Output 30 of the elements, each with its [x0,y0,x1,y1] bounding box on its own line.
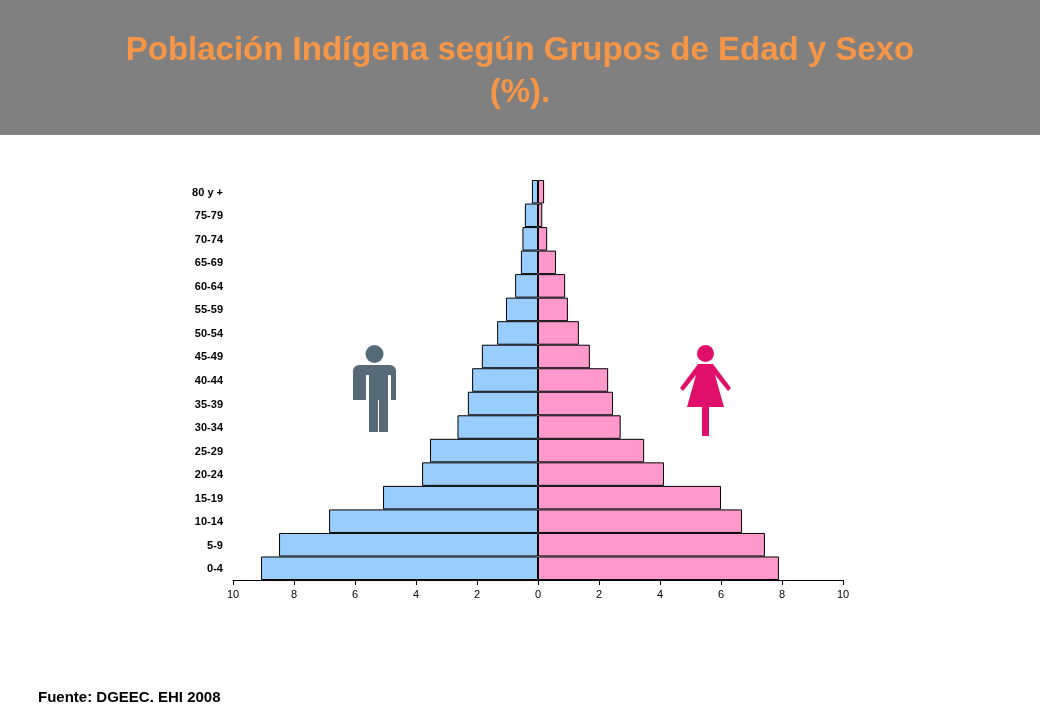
y-tick-label: 25-29 [194,444,223,457]
chart-title: Población Indígena según Grupos de Edad y Sexo (%). [124,29,916,111]
y-tick-label: 75-79 [194,209,223,222]
y-tick-label: 35-39 [194,397,223,410]
x-tick-label: 2 [595,587,603,600]
x-tick-label: 6 [351,587,359,600]
x-tick-label: 10 [226,587,240,600]
y-tick-label: 65-69 [194,256,223,269]
source-note: Fuente: DGEEC. EHI 2008 [38,688,221,705]
y-tick-label: 30-34 [194,421,224,434]
y-tick-label: 70-74 [194,232,224,245]
y-tick-label: 5-9 [207,538,223,551]
x-tick-label: 6 [717,587,725,600]
x-tick-label: 2 [473,587,481,600]
y-tick-label: 55-59 [194,303,223,316]
x-tick-label: 10 [836,587,850,600]
x-tick-label: 4 [656,587,664,600]
x-tick-label: 4 [412,587,420,600]
y-tick-label: 40-44 [194,374,224,386]
x-tick-label: 0 [534,587,542,600]
y-tick-label: 60-64 [194,279,224,292]
y-tick-label: 20-24 [194,468,224,481]
y-tick-label: 15-19 [194,491,223,504]
x-tick-label: 8 [778,587,786,600]
y-tick-label: 80 y + [192,185,223,198]
y-tick-label: 45-49 [194,350,223,363]
y-tick-label: 50-54 [194,326,224,339]
y-tick-label: 10-14 [194,515,224,528]
y-tick-label: 0-4 [207,562,224,575]
x-tick-label: 8 [290,587,298,600]
